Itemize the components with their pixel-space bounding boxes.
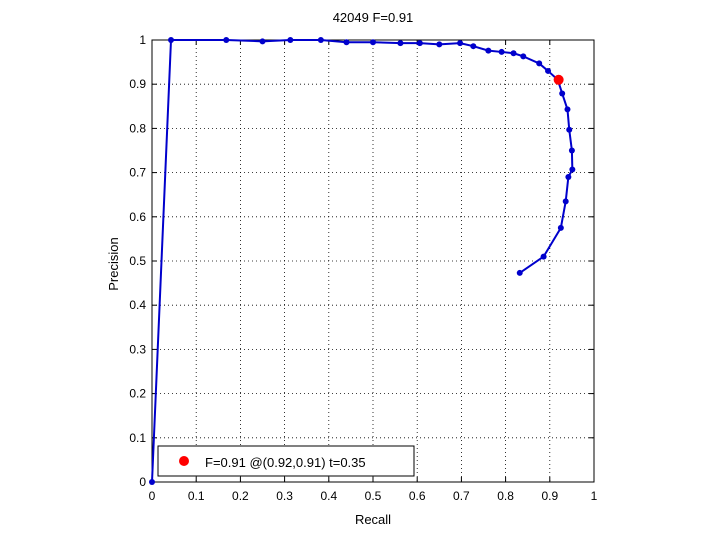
series-group: [149, 37, 576, 485]
data-point: [397, 40, 404, 47]
y-axis-label: Precision: [106, 237, 121, 290]
x-axis-label: Recall: [355, 512, 391, 527]
x-tick-label: 0.9: [541, 489, 558, 503]
legend-label: F=0.91 @(0.92,0.91) t=0.35: [205, 455, 366, 470]
y-tick-label: 0.4: [129, 298, 146, 312]
data-point: [343, 39, 350, 46]
data-point: [317, 37, 324, 43]
data-point: [370, 39, 376, 46]
data-point: [566, 126, 573, 133]
data-point: [498, 48, 505, 55]
y-tick-label: 0.7: [129, 166, 146, 180]
data-point: [559, 90, 566, 97]
data-point: [149, 479, 155, 485]
x-tick-label: 0.1: [188, 489, 205, 503]
data-point: [287, 37, 294, 43]
data-point: [168, 37, 175, 43]
data-point: [259, 38, 266, 45]
x-tick-label: 0.6: [409, 489, 426, 503]
y-tick-label: 0.1: [129, 431, 146, 445]
data-point: [520, 53, 527, 60]
data-point: [516, 269, 523, 276]
legend-marker: [179, 456, 189, 466]
chart-title: 42049 F=0.91: [333, 10, 414, 25]
y-tick-label: 0.3: [129, 342, 146, 356]
data-point: [564, 106, 571, 113]
legend: F=0.91 @(0.92,0.91) t=0.35: [157, 445, 415, 477]
data-point: [568, 147, 575, 154]
data-point: [510, 50, 517, 57]
grid: [152, 40, 594, 482]
y-tick-label: 0.8: [129, 121, 146, 135]
x-tick-label: 0.5: [365, 489, 382, 503]
data-point: [436, 41, 443, 48]
x-tick-label: 0.7: [453, 489, 470, 503]
data-point: [223, 37, 230, 43]
data-point: [569, 166, 576, 173]
x-tick-label: 0.4: [320, 489, 337, 503]
x-tick-label: 0.8: [497, 489, 514, 503]
data-point: [545, 67, 552, 74]
best-point-group: [553, 74, 564, 85]
x-tick-label: 0: [149, 489, 156, 503]
data-point: [536, 60, 543, 67]
data-point: [485, 47, 492, 54]
data-point: [562, 198, 569, 205]
data-point: [565, 174, 572, 181]
x-tick-label: 0.2: [232, 489, 249, 503]
best-f-point: [553, 74, 564, 85]
x-tick-label: 1: [591, 489, 598, 503]
data-point: [416, 40, 423, 47]
data-point: [470, 43, 477, 50]
axis-ticks: 0 0.1 0.2 0.3 0.4 0.5 0.6 0.7 0.8 0.9 1 0 0.1 0.2 0.3 0…: [129, 33, 597, 503]
legend-box: [157, 445, 415, 477]
y-tick-label: 0.2: [129, 387, 146, 401]
data-point: [457, 40, 464, 47]
y-tick-label: 1: [139, 33, 146, 47]
y-tick-label: 0.6: [129, 210, 146, 224]
x-tick-label: 0.3: [276, 489, 293, 503]
data-point: [557, 224, 564, 231]
y-tick-label: 0: [139, 475, 146, 489]
y-tick-label: 0.5: [129, 254, 146, 268]
data-point: [540, 253, 547, 260]
y-tick-label: 0.9: [129, 77, 146, 91]
